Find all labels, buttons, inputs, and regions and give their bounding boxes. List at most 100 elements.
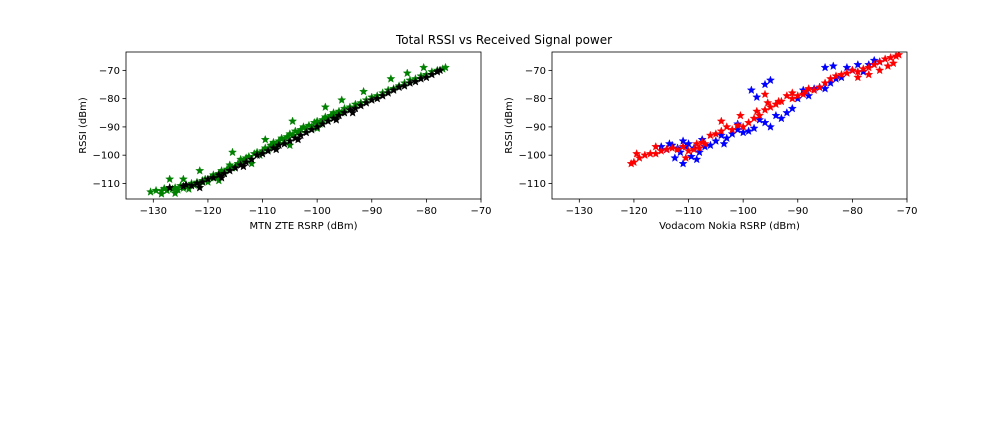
series-0-marker	[749, 123, 759, 133]
y-tick-label: −70	[99, 66, 120, 77]
series-1-marker	[678, 141, 688, 151]
series-1-marker	[285, 136, 295, 145]
series-0-marker	[178, 174, 188, 184]
series-1-marker	[651, 141, 661, 151]
series-0-marker	[820, 62, 830, 72]
series-1-marker	[749, 113, 759, 123]
series-1-marker	[760, 105, 770, 114]
series-1-marker	[350, 103, 360, 113]
series-1-marker	[187, 180, 197, 190]
series-1-marker	[869, 59, 879, 69]
series-1-marker	[755, 110, 765, 120]
plot-frame	[125, 51, 482, 200]
series-1-marker	[716, 116, 726, 126]
series-1-marker	[632, 149, 642, 158]
x-tick-label: −130	[566, 206, 593, 217]
series-1-marker	[339, 108, 349, 117]
series-0-marker	[670, 153, 680, 162]
series-1-marker	[801, 86, 811, 96]
series-1-marker	[293, 134, 303, 144]
series-1-marker	[225, 165, 235, 175]
series-1-marker	[711, 129, 721, 138]
series-0-marker	[151, 185, 161, 195]
series-1-marker	[181, 180, 191, 189]
series-1-marker	[634, 153, 644, 162]
series-0-marker	[165, 174, 175, 184]
y-tick-label: −110	[519, 179, 546, 190]
series-0-marker	[419, 62, 429, 72]
figure-title: Total RSSI vs Received Signal power	[395, 33, 612, 47]
series-1-marker	[238, 161, 248, 171]
series-0-marker	[173, 185, 183, 194]
series-1-marker	[208, 173, 218, 182]
x-tick-label: −110	[675, 206, 702, 217]
series-0-marker	[760, 117, 770, 127]
series-1-marker	[323, 116, 333, 126]
y-tick-label: −80	[525, 94, 546, 105]
x-axis-label: Vodacom Nokia RSRP (dBm)	[659, 221, 800, 232]
y-tick-label: −100	[93, 151, 120, 162]
series-1-marker	[735, 110, 745, 120]
series-1-marker	[219, 168, 229, 178]
series-1-marker	[774, 96, 784, 106]
x-tick-label: −130	[140, 206, 167, 217]
series-1-marker	[883, 61, 893, 70]
series-1-marker	[383, 88, 393, 97]
series-0-marker	[402, 68, 412, 78]
series-1-marker	[853, 72, 863, 82]
series-1-marker	[296, 130, 306, 140]
series-1-marker	[312, 122, 322, 131]
series-1-marker	[700, 139, 710, 148]
series-0-marker	[337, 95, 347, 104]
series-1-marker	[263, 146, 273, 155]
series-1-marker	[864, 62, 874, 72]
plot-frame	[551, 51, 908, 200]
series-1-marker	[389, 85, 399, 95]
series-0-marker	[359, 86, 369, 96]
y-tick-label: −80	[99, 94, 120, 105]
series-1-marker	[372, 93, 382, 103]
x-tick-label: −120	[620, 206, 647, 217]
series-0-marker	[227, 147, 238, 157]
series-0-marker	[678, 158, 688, 168]
series-1-marker	[361, 98, 371, 107]
series-1-marker	[681, 153, 691, 162]
x-tick-label: −90	[787, 206, 808, 217]
series-1-marker	[722, 122, 732, 131]
series-1-marker	[318, 119, 328, 128]
y-tick-label: −90	[99, 122, 120, 133]
series-1-marker	[826, 74, 836, 83]
series-0-marker	[664, 139, 674, 148]
series-1-marker	[864, 69, 874, 79]
series-1-marker	[894, 52, 904, 59]
series-1-marker	[165, 182, 175, 192]
series-1-marker	[651, 149, 661, 158]
series-1-marker	[356, 100, 366, 110]
series-1-marker	[427, 69, 437, 79]
series-1-marker	[400, 81, 410, 90]
series-1-marker	[888, 58, 898, 68]
series-1-marker	[842, 68, 852, 78]
series-0-marker	[320, 102, 330, 111]
series-1-marker	[875, 57, 885, 66]
x-tick-label: −80	[842, 206, 863, 217]
left-scatter-plot: −130 −120 −110 −100 −90 −80 −70 −110 −100 −90 −80 −…	[78, 51, 492, 232]
series-1-marker	[787, 93, 797, 103]
series-1-marker	[301, 127, 311, 137]
series-1-marker	[378, 91, 388, 100]
y-tick-label: −70	[525, 66, 546, 77]
right-scatter-plot: −130 −120 −110 −100 −90 −80 −70 −110 −100 −90 −80 −…	[504, 51, 918, 232]
x-tick-label: −100	[303, 206, 330, 217]
x-tick-label: −80	[416, 206, 437, 217]
series-0-marker	[156, 189, 167, 198]
series-1-marker	[334, 110, 344, 120]
series-0-marker	[746, 85, 756, 95]
series-1-marker	[307, 124, 317, 134]
series-1-marker	[217, 173, 227, 182]
series-0-marker	[771, 110, 781, 120]
series-1-marker	[752, 106, 762, 116]
series-0-marker	[711, 136, 721, 145]
y-axis-label: RSSI (dBm)	[78, 97, 89, 154]
y-tick-label: −100	[519, 151, 546, 162]
